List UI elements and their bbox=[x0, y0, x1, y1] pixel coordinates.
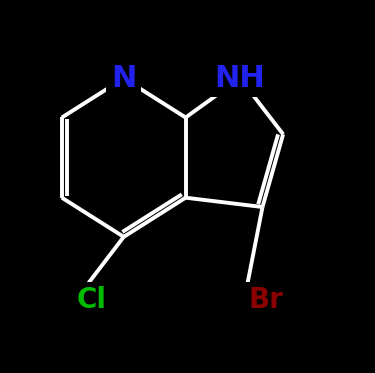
Text: Br: Br bbox=[249, 286, 284, 314]
Text: N: N bbox=[111, 64, 136, 93]
Text: NH: NH bbox=[214, 64, 266, 93]
Text: Cl: Cl bbox=[77, 286, 107, 314]
